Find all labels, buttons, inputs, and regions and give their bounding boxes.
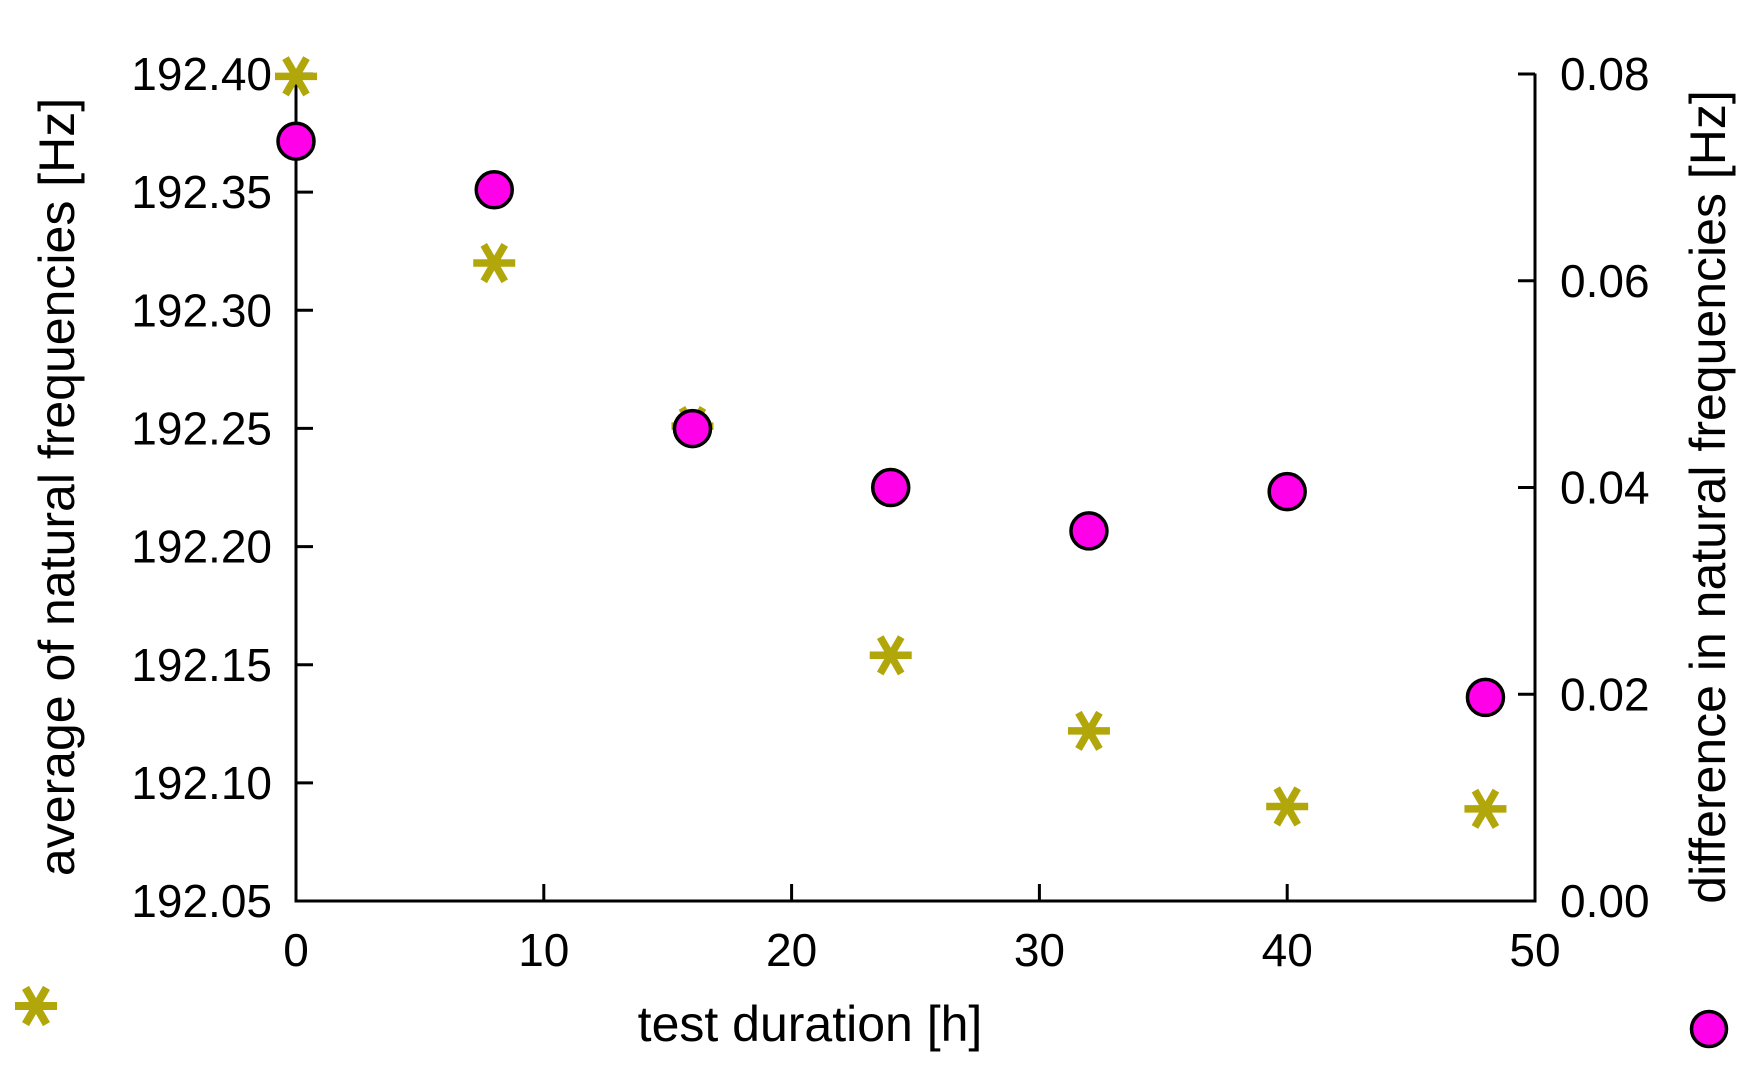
asterisk-stroke: [480, 242, 508, 284]
left-axis-tick-label: 192.25: [131, 403, 272, 455]
asterisk-icon: [15, 985, 57, 1027]
left-axis-tick-label: 192.15: [131, 639, 272, 691]
asterisk-stroke: [282, 56, 310, 97]
data-point-average-24h: [869, 635, 912, 676]
circle-legend-icon: [1689, 1009, 1729, 1049]
right-axis-tick-label: 0.08: [1560, 48, 1650, 100]
data-point-average-48h: [1464, 788, 1507, 829]
x-axis-tick-label: 30: [1014, 924, 1065, 976]
left-axis-tick-label: 192.05: [131, 875, 272, 927]
data-point-difference-40h: [1267, 471, 1307, 512]
asterisk-legend-icon: [15, 985, 57, 1027]
right-axis-tick-label: 0.04: [1560, 462, 1650, 514]
data-point-average-40h: [1266, 786, 1309, 827]
left-axis-label: average of natural frequencies [Hz]: [29, 97, 85, 877]
data-point-difference-16h: [672, 408, 713, 449]
circle-icon: [1689, 1009, 1729, 1049]
left-axis-tick-label: 192.10: [131, 757, 272, 809]
data-point-difference-8h: [474, 170, 514, 210]
right-axis-tick-label: 0.00: [1560, 875, 1650, 927]
data-point-average-0h: [275, 56, 317, 97]
data-point-difference-0h: [276, 121, 316, 161]
left-axis-tick-label: 192.35: [131, 166, 272, 218]
x-axis-tick-label: 50: [1509, 924, 1560, 976]
x-axis-tick-label: 20: [766, 924, 817, 976]
data-point-average-8h: [473, 242, 516, 284]
asterisk-stroke: [1273, 786, 1301, 827]
left-axis-tick-label: 192.20: [131, 521, 272, 573]
left-axis-tick-label: 192.30: [131, 284, 272, 336]
asterisk-stroke: [876, 635, 905, 676]
left-axis-tick-label: 192.40: [131, 48, 272, 100]
data-point-average-32h: [1067, 710, 1110, 751]
x-axis-label: test duration [h]: [637, 996, 983, 1052]
asterisk-stroke: [1075, 710, 1103, 751]
x-axis-tick-label: 40: [1262, 924, 1313, 976]
right-axis-tick-label: 0.02: [1560, 668, 1650, 720]
data-point-difference-32h: [1069, 511, 1109, 551]
asterisk-stroke: [22, 985, 50, 1027]
data-point-difference-48h: [1465, 677, 1506, 718]
x-axis-tick-label: 10: [518, 924, 569, 976]
right-axis-tick-label: 0.06: [1560, 255, 1650, 307]
right-axis-label: difference in natural frequencies [Hz]: [1680, 90, 1736, 904]
data-point-difference-24h: [870, 467, 911, 508]
x-axis-tick-label: 0: [283, 924, 309, 976]
asterisk-stroke: [1471, 788, 1500, 829]
